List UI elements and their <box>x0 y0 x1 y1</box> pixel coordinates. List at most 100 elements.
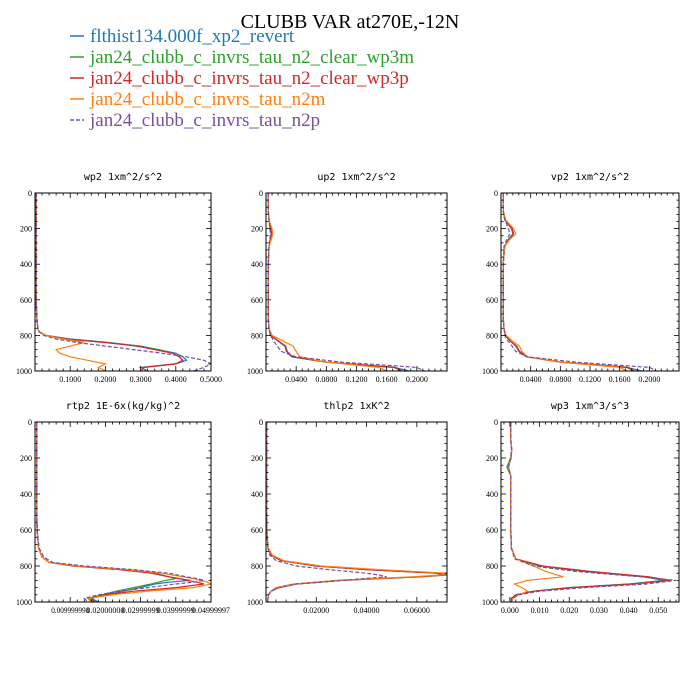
chart-panel: thlp2 1xK^2 0 200 400 600 800 1000 0.02000 0.040… <box>247 401 448 615</box>
x-tick-label: 0.1000 <box>59 375 81 384</box>
y-tick-label: 1000 <box>16 367 32 376</box>
plot-frame <box>500 192 680 372</box>
x-tick-label: 0.06000 <box>404 606 430 615</box>
series-line <box>502 193 628 371</box>
series-line <box>36 422 211 602</box>
panel-title: vp2 1xm^2/s^2 <box>551 172 629 183</box>
y-tick-label: 200 <box>20 454 32 463</box>
x-tick-label: 0.02000 <box>303 606 329 615</box>
y-tick-label: 200 <box>486 225 498 234</box>
y-tick-label: 400 <box>20 260 32 269</box>
series-line <box>266 422 445 602</box>
y-tick-label: 800 <box>20 562 32 571</box>
series-line <box>507 422 665 602</box>
series-line <box>502 193 635 371</box>
series-line <box>507 422 671 602</box>
series-line <box>35 193 108 371</box>
y-tick-label: 200 <box>251 225 263 234</box>
x-tick-label: 0.0800 <box>315 375 337 384</box>
x-tick-label: 0.0400 <box>520 375 542 384</box>
y-tick-label: 0 <box>28 418 32 427</box>
x-tick-label: 0.1200 <box>346 375 368 384</box>
x-tick-label: 0.3000 <box>130 375 152 384</box>
x-tick-label: 0.0800 <box>549 375 571 384</box>
series-line <box>507 422 564 602</box>
y-tick-label: 600 <box>20 296 32 305</box>
plot-frame <box>34 421 212 603</box>
y-tick-label: 200 <box>251 454 263 463</box>
chart-panel: wp2 1xm^2/s^2 0 200 400 600 800 1000 0.1000 0.20… <box>16 172 222 384</box>
series-line <box>266 422 387 602</box>
x-tick-label: 0.020 <box>560 606 578 615</box>
x-tick-label: 0.1600 <box>376 375 398 384</box>
x-tick-label: 0.040 <box>620 606 638 615</box>
y-tick-label: 0 <box>494 189 498 198</box>
series-line <box>266 422 447 602</box>
chart-panel: vp2 1xm^2/s^2 0 200 400 600 800 1000 0.0400 0.08… <box>482 172 680 384</box>
y-tick-label: 800 <box>486 331 498 340</box>
series-line <box>36 422 176 602</box>
x-tick-label: 0.010 <box>531 606 549 615</box>
x-tick-label: 0.03999999 <box>157 606 195 615</box>
panel-title: up2 1xm^2/s^2 <box>317 172 395 183</box>
y-tick-label: 800 <box>251 562 263 571</box>
y-tick-label: 800 <box>251 331 263 340</box>
x-tick-label: 0.1600 <box>609 375 631 384</box>
x-tick-label: 0.04999997 <box>192 606 230 615</box>
legend-label: jan24_clubb_c_invrs_tau_n2p <box>89 110 320 131</box>
y-tick-label: 1000 <box>247 367 263 376</box>
y-tick-label: 400 <box>486 260 498 269</box>
y-tick-label: 0 <box>259 189 263 198</box>
series-line <box>502 193 643 371</box>
y-tick-label: 400 <box>20 490 32 499</box>
y-tick-label: 1000 <box>482 598 498 607</box>
x-tick-label: 0.2000 <box>406 375 428 384</box>
panel-title: thlp2 1xK^2 <box>323 401 389 412</box>
x-tick-label: 0.009999998 <box>51 606 89 615</box>
x-tick-label: 0.000 <box>501 606 519 615</box>
y-tick-label: 400 <box>251 490 263 499</box>
x-tick-label: 0.2000 <box>638 375 660 384</box>
legend: flthist134.000f_xp2_revertjan24_clubb_c_… <box>70 26 414 131</box>
series-group <box>267 193 425 371</box>
series-line <box>35 193 188 371</box>
y-tick-label: 600 <box>20 526 32 535</box>
x-tick-label: 0.4000 <box>165 375 187 384</box>
y-tick-label: 0 <box>494 418 498 427</box>
x-tick-label: 0.04000 <box>354 606 380 615</box>
x-tick-label: 0.02999999 <box>122 606 160 615</box>
legend-entry: jan24_clubb_c_invrs_tau_n2_clear_wp3m <box>70 47 414 68</box>
legend-entry: jan24_clubb_c_invrs_tau_n2p <box>70 110 320 131</box>
plot-frame <box>500 421 680 603</box>
y-tick-label: 800 <box>20 331 32 340</box>
y-tick-label: 600 <box>251 296 263 305</box>
y-tick-label: 600 <box>486 296 498 305</box>
series-group <box>506 422 677 602</box>
panel-title: wp2 1xm^2/s^2 <box>84 172 162 183</box>
y-tick-label: 600 <box>251 526 263 535</box>
y-tick-label: 200 <box>486 454 498 463</box>
series-line <box>266 422 447 602</box>
legend-label: jan24_clubb_c_invrs_tau_n2_clear_wp3p <box>89 68 409 89</box>
panel-title: rtp2 1E-6x(kg/kg)^2 <box>66 401 180 412</box>
x-tick-label: 0.1200 <box>579 375 601 384</box>
y-tick-label: 200 <box>20 225 32 234</box>
series-line <box>35 193 184 371</box>
chart-panel: rtp2 1E-6x(kg/kg)^2 0 200 400 600 800 1000 0.00… <box>16 401 230 615</box>
chart-panel: up2 1xm^2/s^2 0 200 400 600 800 1000 0.0400 0.08… <box>247 172 448 384</box>
series-line <box>266 422 443 602</box>
panels: wp2 1xm^2/s^2 0 200 400 600 800 1000 0.1000 0.20… <box>16 172 680 615</box>
series-group <box>36 422 211 602</box>
legend-entry: jan24_clubb_c_invrs_tau_n2m <box>70 89 326 110</box>
x-tick-label: 0.5000 <box>200 375 222 384</box>
plot-frame <box>34 192 212 372</box>
figure-title: CLUBB VAR at270E,-12N <box>241 11 460 33</box>
series-line <box>506 422 668 602</box>
series-group <box>502 193 658 371</box>
y-tick-label: 600 <box>486 526 498 535</box>
x-tick-label: 0.030 <box>590 606 608 615</box>
x-tick-label: 0.2000 <box>94 375 116 384</box>
series-group <box>35 193 211 371</box>
